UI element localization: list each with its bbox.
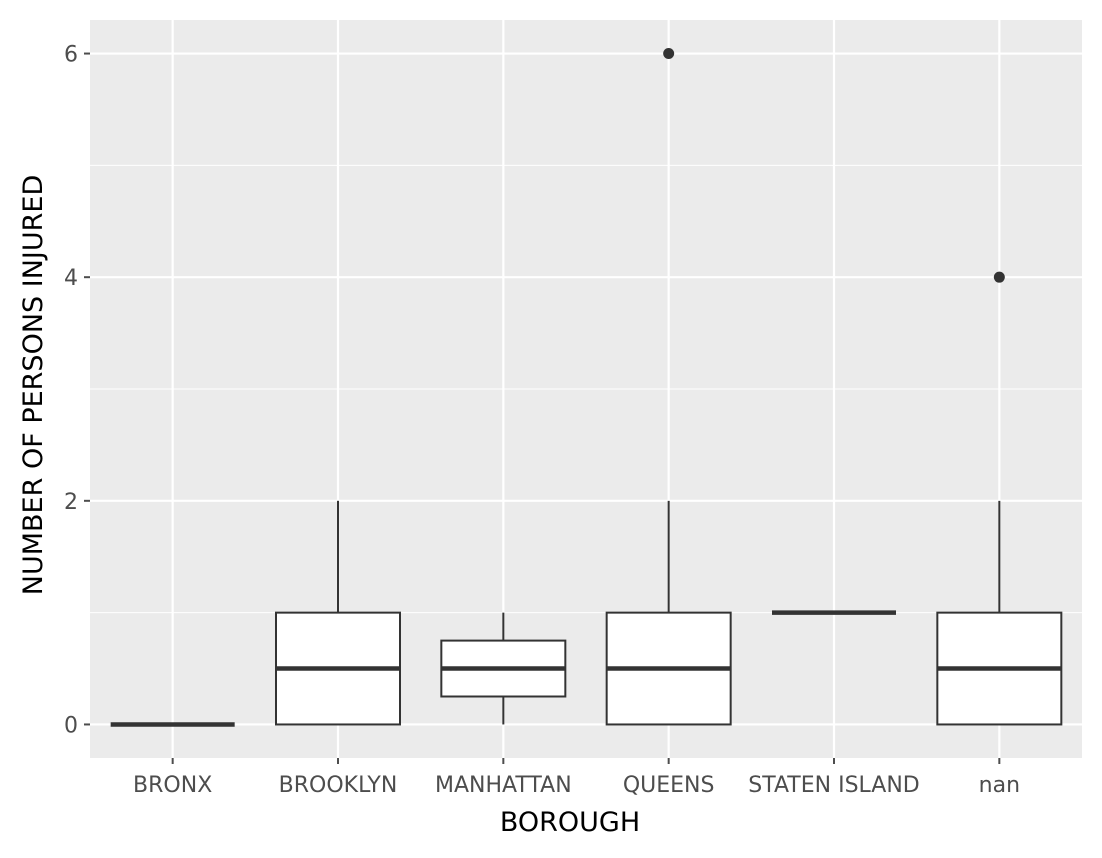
box-group [605, 48, 732, 726]
y-axis-title: NUMBER OF PERSONS INJURED [18, 175, 49, 595]
box-group [440, 612, 567, 725]
y-tick-label: 0 [64, 713, 78, 738]
y-axis: 0 2 4 6 [64, 43, 90, 738]
box-group [936, 271, 1063, 726]
x-tick-label: STATEN ISLAND [748, 773, 920, 798]
x-axis-title: BOROUGH [500, 807, 640, 838]
y-tick-label: 6 [64, 43, 78, 68]
x-tick-label: BROOKLYN [279, 773, 398, 798]
x-tick-label: nan [979, 773, 1020, 798]
y-tick-label: 2 [64, 490, 78, 515]
major-gridlines [90, 20, 1082, 758]
x-axis: BRONX BROOKLYN MANHATTAN QUEENS STATEN ISLAN… [133, 758, 1020, 798]
outlier-point [663, 48, 675, 60]
outlier-point [993, 271, 1005, 283]
minor-gridlines [90, 164, 1082, 614]
x-tick-label: BRONX [133, 773, 212, 798]
boxes-layer [110, 48, 1063, 727]
y-tick-label: 4 [64, 266, 78, 291]
box-group [275, 500, 401, 726]
x-tick-label: QUEENS [623, 773, 715, 798]
x-tick-label: MANHATTAN [435, 773, 572, 798]
